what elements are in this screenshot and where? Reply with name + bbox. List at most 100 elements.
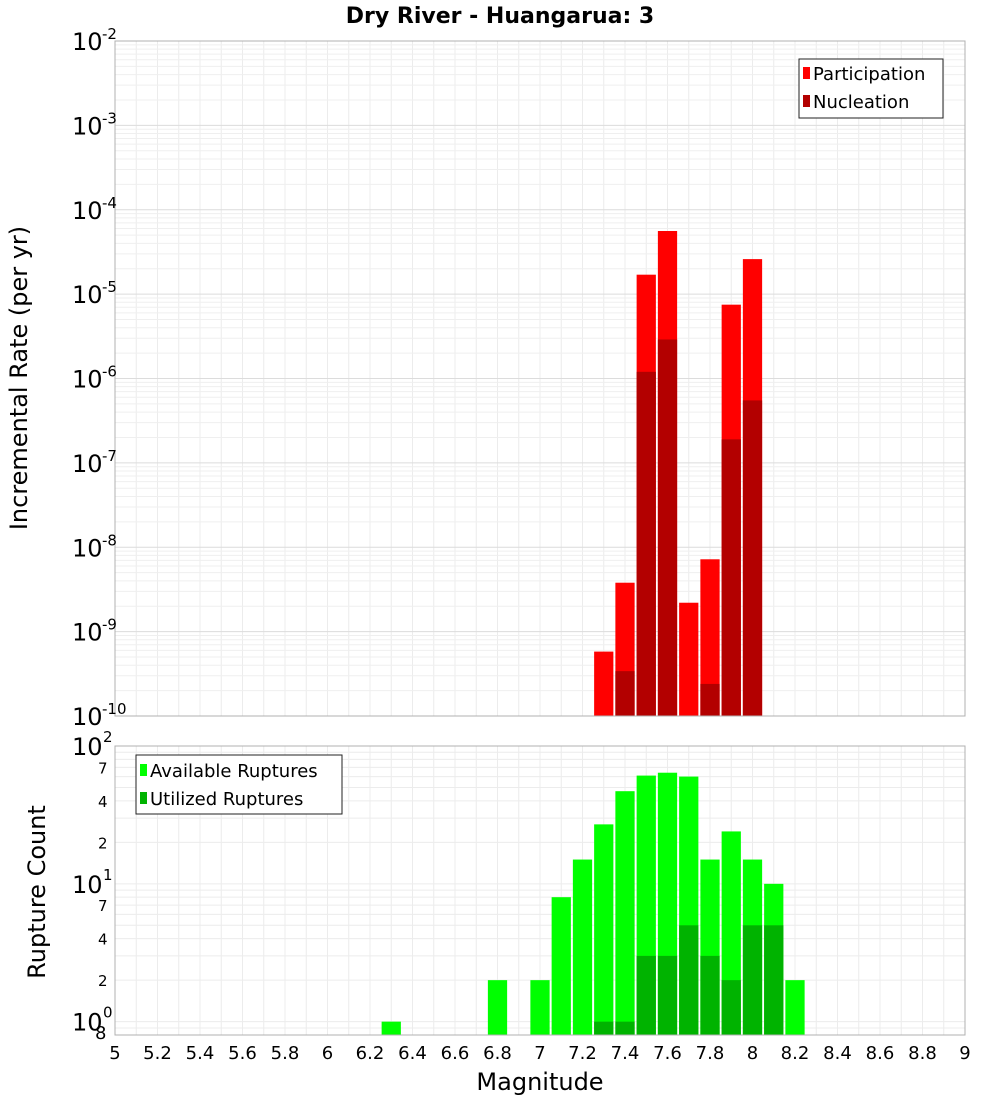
x-tick-label: 5 xyxy=(109,1043,120,1064)
y-tick-exponent: -2 xyxy=(102,25,117,43)
available-ruptures-bar xyxy=(572,859,593,1035)
y-tick-label: 10 xyxy=(72,366,103,394)
y-tick-exponent: 0 xyxy=(103,1004,113,1022)
x-tick-label: 7.8 xyxy=(696,1043,725,1064)
y-tick-exponent: -4 xyxy=(102,194,117,212)
utilized-ruptures-bar xyxy=(742,925,763,1035)
x-tick-label: 8.4 xyxy=(823,1043,852,1064)
utilized-ruptures-bar xyxy=(721,980,741,1035)
utilized-ruptures-bar xyxy=(657,955,678,1035)
legend-swatch-utilized xyxy=(140,792,147,804)
x-tick-label: 9 xyxy=(959,1043,970,1064)
x-tick-label: 8 xyxy=(747,1043,758,1064)
x-tick-label: 6.4 xyxy=(398,1043,427,1064)
utilized-ruptures-bar xyxy=(594,1021,614,1035)
participation-bar xyxy=(679,602,699,716)
available-ruptures-bar xyxy=(381,1021,401,1035)
legend-swatch-nucleation xyxy=(803,95,810,107)
utilized-ruptures-bar xyxy=(700,955,720,1035)
rate-plot-grid xyxy=(114,41,966,717)
x-tick-label: 7 xyxy=(534,1043,545,1064)
y-tick-exponent: -9 xyxy=(102,616,117,634)
y-tick-label: 10 xyxy=(72,450,103,478)
legend-label-participation: Participation xyxy=(813,64,925,85)
y-tick-label: 10 xyxy=(72,733,103,761)
y-tick-exponent: -10 xyxy=(102,700,127,718)
count-plot-legend: Available Ruptures Utilized Ruptures xyxy=(135,754,343,815)
y-tick-label: 10 xyxy=(72,534,103,562)
x-axis-label: Magnitude xyxy=(476,1068,603,1096)
x-tick-label: 7.6 xyxy=(653,1043,682,1064)
rate-plot-legend: Participation Nucleation xyxy=(798,58,944,119)
rate-plot-bars xyxy=(594,230,763,716)
y-tick-label: 10 xyxy=(72,871,103,899)
y-minor-tick-label: 2 xyxy=(98,834,108,852)
y-tick-exponent: 1 xyxy=(103,866,113,884)
y-tick-label: 10 xyxy=(72,28,103,56)
available-ruptures-bar xyxy=(530,980,550,1035)
x-tick-label: 5.2 xyxy=(143,1043,172,1064)
y-minor-tick-label: 4 xyxy=(98,793,108,811)
legend-swatch-available xyxy=(140,764,147,776)
y-minor-tick-label: 7 xyxy=(98,897,108,915)
utilized-ruptures-bar xyxy=(764,925,784,1035)
x-tick-label: 5.6 xyxy=(228,1043,257,1064)
available-ruptures-bar xyxy=(594,824,614,1035)
y-tick-label: 10 xyxy=(72,281,103,309)
x-tick-label: 8.8 xyxy=(908,1043,937,1064)
nucleation-bar xyxy=(721,439,741,716)
y-tick-exponent: -8 xyxy=(102,531,117,549)
x-tick-label: 6.6 xyxy=(441,1043,470,1064)
y-tick-exponent: -3 xyxy=(102,109,117,127)
y-tick-exponent: -7 xyxy=(102,447,117,465)
nucleation-bar xyxy=(742,400,763,716)
rate-plot-y-label: Incremental Rate (per yr) xyxy=(5,226,33,530)
y-tick-exponent: 2 xyxy=(103,728,113,746)
x-tick-label: 6 xyxy=(322,1043,333,1064)
y-tick-label: 10 xyxy=(72,703,103,731)
x-tick-label: 8.2 xyxy=(781,1043,810,1064)
legend-label-nucleation: Nucleation xyxy=(813,92,909,113)
legend-label-utilized: Utilized Ruptures xyxy=(150,789,303,810)
available-ruptures-bar xyxy=(487,980,508,1035)
y-tick-label: 10 xyxy=(72,619,103,647)
x-tick-label: 7.4 xyxy=(611,1043,640,1064)
utilized-ruptures-bar xyxy=(615,1021,635,1035)
y-minor-tick-label: 4 xyxy=(98,931,108,949)
y-tick-label: 10 xyxy=(72,197,103,225)
y-minor-tick-label: 2 xyxy=(98,972,108,990)
participation-bar xyxy=(594,651,614,716)
y-minor-tick-label: 7 xyxy=(98,759,108,777)
nucleation-bar xyxy=(700,683,720,716)
nucleation-bar xyxy=(657,339,678,716)
y-minor-tick-label: 8 xyxy=(95,1023,106,1044)
x-tick-label: 8.6 xyxy=(866,1043,895,1064)
y-tick-exponent: -5 xyxy=(102,278,117,296)
y-tick-exponent: -6 xyxy=(102,363,117,381)
count-plot-bars xyxy=(381,772,805,1035)
available-ruptures-bar xyxy=(785,980,805,1035)
y-tick-label: 10 xyxy=(72,112,103,140)
utilized-ruptures-bar xyxy=(679,925,699,1035)
available-ruptures-bar xyxy=(615,791,635,1035)
x-tick-label: 5.4 xyxy=(186,1043,215,1064)
participation-bar xyxy=(700,559,720,716)
legend-swatch-participation xyxy=(803,67,810,79)
available-ruptures-bar xyxy=(551,897,571,1035)
nucleation-bar xyxy=(615,671,635,716)
utilized-ruptures-bar xyxy=(636,955,656,1035)
x-tick-label: 6.8 xyxy=(483,1043,512,1064)
nucleation-bar xyxy=(636,371,656,716)
count-plot-x-ticks: 5 5.2 5.4 5.6 5.8 6 6.2 6.4 6.6 6.8 7 7.2 7.4 7.6 7.8 8… xyxy=(109,1043,970,1064)
x-tick-label: 5.8 xyxy=(271,1043,300,1064)
count-plot-y-label: Rupture Count xyxy=(23,805,51,979)
legend-label-available: Available Ruptures xyxy=(150,761,318,782)
x-tick-label: 7.2 xyxy=(568,1043,597,1064)
x-tick-label: 6.2 xyxy=(356,1043,385,1064)
y-tick-label: 10 xyxy=(72,1009,103,1037)
